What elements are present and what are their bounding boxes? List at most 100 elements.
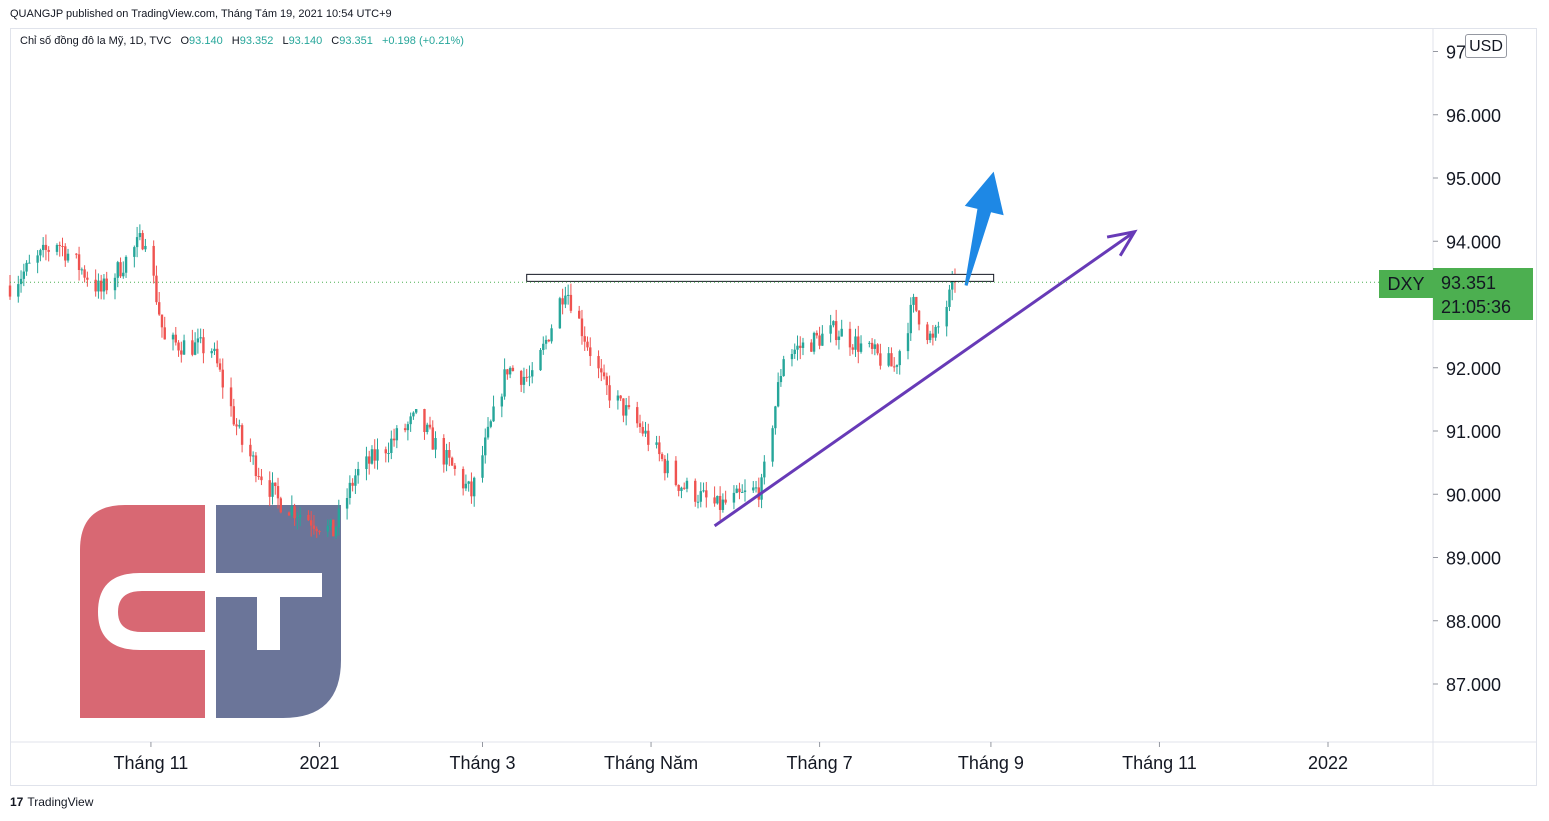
candle-body — [674, 460, 678, 485]
candle-body — [666, 460, 669, 474]
candle-body — [848, 328, 852, 348]
candle-body — [196, 338, 200, 343]
candle-body — [931, 333, 935, 338]
y-tick-label: 95.000 — [1446, 169, 1501, 189]
candle-body — [876, 344, 879, 354]
candle-body — [481, 455, 484, 478]
candle-body — [315, 528, 318, 532]
candle-body — [945, 306, 948, 327]
candle-body — [191, 340, 194, 355]
candle-body — [682, 487, 686, 489]
candle-body — [113, 277, 117, 291]
x-tick-label: Tháng 9 — [958, 753, 1024, 773]
support-trendline — [713, 230, 1136, 528]
candle-body — [348, 482, 352, 499]
candle-body — [80, 269, 84, 271]
candle-body — [368, 456, 371, 464]
y-tick-label: 87.000 — [1446, 675, 1501, 695]
candle-body — [948, 289, 951, 307]
candle-body — [47, 249, 50, 252]
bar-countdown: 21:05:36 — [1441, 297, 1512, 317]
candle-body — [216, 348, 219, 364]
candle-body — [508, 367, 512, 375]
candle-body — [376, 449, 379, 461]
candle-body — [105, 278, 108, 291]
candle-body — [641, 426, 644, 434]
x-tick-label: Tháng Năm — [604, 753, 698, 773]
candle-body — [895, 365, 899, 367]
symbol-legend: Chỉ số đồng đô la Mỹ, 1D, TVC O93.140 H9… — [20, 35, 464, 47]
candle-body — [75, 253, 78, 255]
candle-body — [561, 298, 564, 305]
candle-body — [232, 406, 236, 425]
candle-body — [464, 483, 468, 489]
ticker-tag: DXY — [1379, 270, 1433, 298]
candle-body — [307, 514, 310, 521]
candle-body — [616, 395, 620, 401]
candle-body — [486, 426, 490, 438]
candle-body — [760, 477, 763, 500]
candle-body — [732, 492, 736, 503]
candle-body — [694, 480, 697, 502]
candle-body — [312, 525, 316, 529]
close-value: 93.351 — [339, 35, 373, 47]
candle-body — [293, 506, 296, 519]
last-price-value: 93.351 — [1441, 273, 1497, 293]
candle-body — [743, 490, 747, 492]
candle-body — [890, 353, 893, 367]
candle-body — [141, 233, 144, 250]
candle-body — [199, 337, 202, 339]
candle-body — [677, 484, 680, 491]
candle-body — [879, 353, 882, 366]
candle-body — [506, 369, 509, 375]
candle-body — [426, 424, 429, 433]
candle-body — [240, 425, 244, 445]
candle-body — [251, 455, 255, 457]
candle-body — [268, 480, 271, 497]
candle-body — [453, 465, 457, 469]
candle-body — [525, 376, 528, 378]
candle-body — [152, 245, 155, 276]
candle-body — [583, 336, 586, 342]
candle-body — [586, 341, 589, 348]
candle-body — [403, 428, 407, 431]
candle-body — [909, 304, 912, 334]
candle-body — [66, 253, 70, 261]
candle-body — [25, 262, 28, 272]
candle-body — [135, 237, 139, 248]
candle-body — [776, 382, 780, 407]
candle-body — [86, 277, 89, 280]
y-tick-label: 94.000 — [1446, 232, 1501, 252]
candle-body — [840, 328, 843, 337]
candle-body — [815, 332, 819, 336]
candle-body — [569, 294, 573, 311]
candle-body — [229, 387, 233, 407]
candle-body — [395, 428, 399, 441]
candle-body — [619, 395, 622, 399]
candle-body — [738, 488, 741, 493]
candle-body — [829, 325, 832, 334]
candle-body — [511, 367, 515, 371]
candle-body — [837, 336, 841, 341]
candle-body — [274, 482, 277, 487]
candle-body — [655, 442, 658, 445]
candle-body — [868, 342, 871, 344]
candle-body — [133, 247, 136, 257]
candle-body — [644, 430, 647, 434]
x-tick-label: Tháng 3 — [449, 753, 515, 773]
candle-body — [99, 280, 103, 292]
candle-body — [870, 342, 874, 349]
currency-label[interactable]: USD — [1465, 34, 1507, 58]
candle-body — [818, 335, 821, 346]
candle-body — [124, 256, 128, 273]
candle-body — [116, 262, 119, 278]
candle-body — [754, 487, 758, 489]
candle-body — [296, 517, 299, 519]
candle-body — [354, 475, 357, 486]
candle-body — [724, 499, 727, 503]
candle-body — [467, 481, 470, 484]
candle-body — [680, 487, 683, 491]
x-tick-label: Tháng 11 — [1122, 753, 1197, 773]
candle-body — [158, 302, 161, 315]
